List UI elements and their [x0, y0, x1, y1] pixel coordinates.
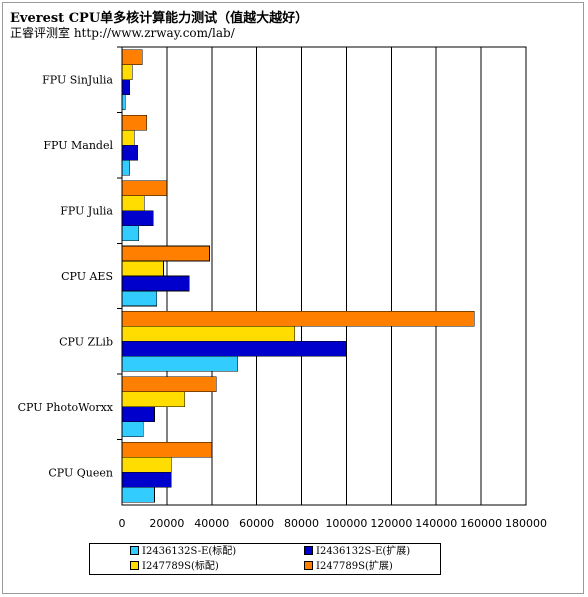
bar-5-series-1	[121, 421, 144, 438]
x-tick-label-1: 20000	[149, 517, 184, 530]
legend-label-series-1: I2436132S-E(标配)	[142, 546, 237, 557]
bar-6-series-1	[121, 486, 155, 503]
bar-3-series-4	[121, 245, 210, 262]
legend-item-series-3: I247789S(标配)	[130, 560, 219, 574]
legend-swatch-series-2	[304, 546, 313, 555]
bar-3-series-3	[121, 260, 164, 277]
bar-2-series-2	[121, 210, 154, 226]
bar-2-series-3	[121, 195, 145, 211]
category-label-5: CPU PhotoWorxx	[18, 401, 114, 414]
bar-5-series-2	[121, 406, 155, 423]
legend-swatch-series-1	[130, 546, 139, 555]
legend: I2436132S-E(标配) I2436132S-E(扩展) I247789S…	[89, 543, 441, 575]
legend-label-series-2: I2436132S-E(扩展)	[316, 546, 411, 557]
category-label-6: CPU Queen	[48, 466, 113, 479]
x-tick-label-4: 80000	[284, 517, 319, 530]
x-tick-label-6: 120000	[370, 517, 412, 530]
bar-0-series-4	[121, 49, 143, 66]
bar-1-series-2	[121, 144, 139, 161]
legend-item-series-2: I2436132S-E(扩展)	[304, 545, 410, 559]
x-tick-label-9: 180000	[505, 517, 547, 530]
legend-label-series-4: I247789S(扩展)	[316, 561, 393, 572]
category-label-1: FPU Mandel	[43, 139, 113, 152]
category-label-4: CPU ZLib	[59, 335, 113, 348]
bar-0-series-2	[121, 79, 131, 96]
bar-4-series-3	[121, 326, 296, 342]
bar-6-series-3	[121, 456, 172, 473]
legend-swatch-series-4	[304, 561, 313, 570]
x-tick-label-7: 140000	[415, 517, 457, 530]
bar-3-series-1	[121, 290, 158, 307]
chart-title: Everest CPU单多核计算能力测试（值越大越好）	[10, 11, 309, 26]
bar-6-series-4	[121, 441, 213, 458]
bar-4-series-1	[121, 356, 238, 372]
legend-swatch-series-3	[130, 561, 139, 570]
bar-1-series-4	[121, 114, 147, 131]
bar-0-series-1	[121, 94, 126, 111]
bar-3-series-2	[121, 275, 190, 292]
legend-item-series-4: I247789S(扩展)	[304, 560, 393, 574]
category-label-2: FPU Julia	[60, 205, 113, 218]
category-label-0: FPU SinJulia	[42, 74, 113, 87]
legend-item-series-1: I2436132S-E(标配)	[130, 545, 236, 559]
category-label-3: CPU AES	[61, 270, 113, 283]
bar-4-series-2	[121, 341, 347, 357]
x-tick-label-5: 100000	[325, 517, 367, 530]
bar-4-series-4	[121, 311, 475, 327]
bar-2-series-1	[121, 225, 140, 241]
bar-0-series-3	[121, 64, 133, 81]
bar-2-series-4	[121, 180, 168, 196]
x-tick-label-3: 60000	[239, 517, 274, 530]
bar-1-series-3	[121, 129, 135, 146]
bar-1-series-1	[121, 159, 131, 176]
bar-5-series-4	[121, 376, 217, 393]
x-tick-label-8: 160000	[460, 517, 502, 530]
legend-label-series-3: I247789S(标配)	[142, 561, 219, 572]
bar-6-series-2	[121, 471, 172, 488]
bar-5-series-3	[121, 391, 186, 408]
x-tick-label-0: 0	[119, 517, 126, 530]
x-tick-label-2: 40000	[194, 517, 229, 530]
chart-subtitle: 正睿评测室 http://www.zrway.com/lab/	[10, 26, 235, 40]
